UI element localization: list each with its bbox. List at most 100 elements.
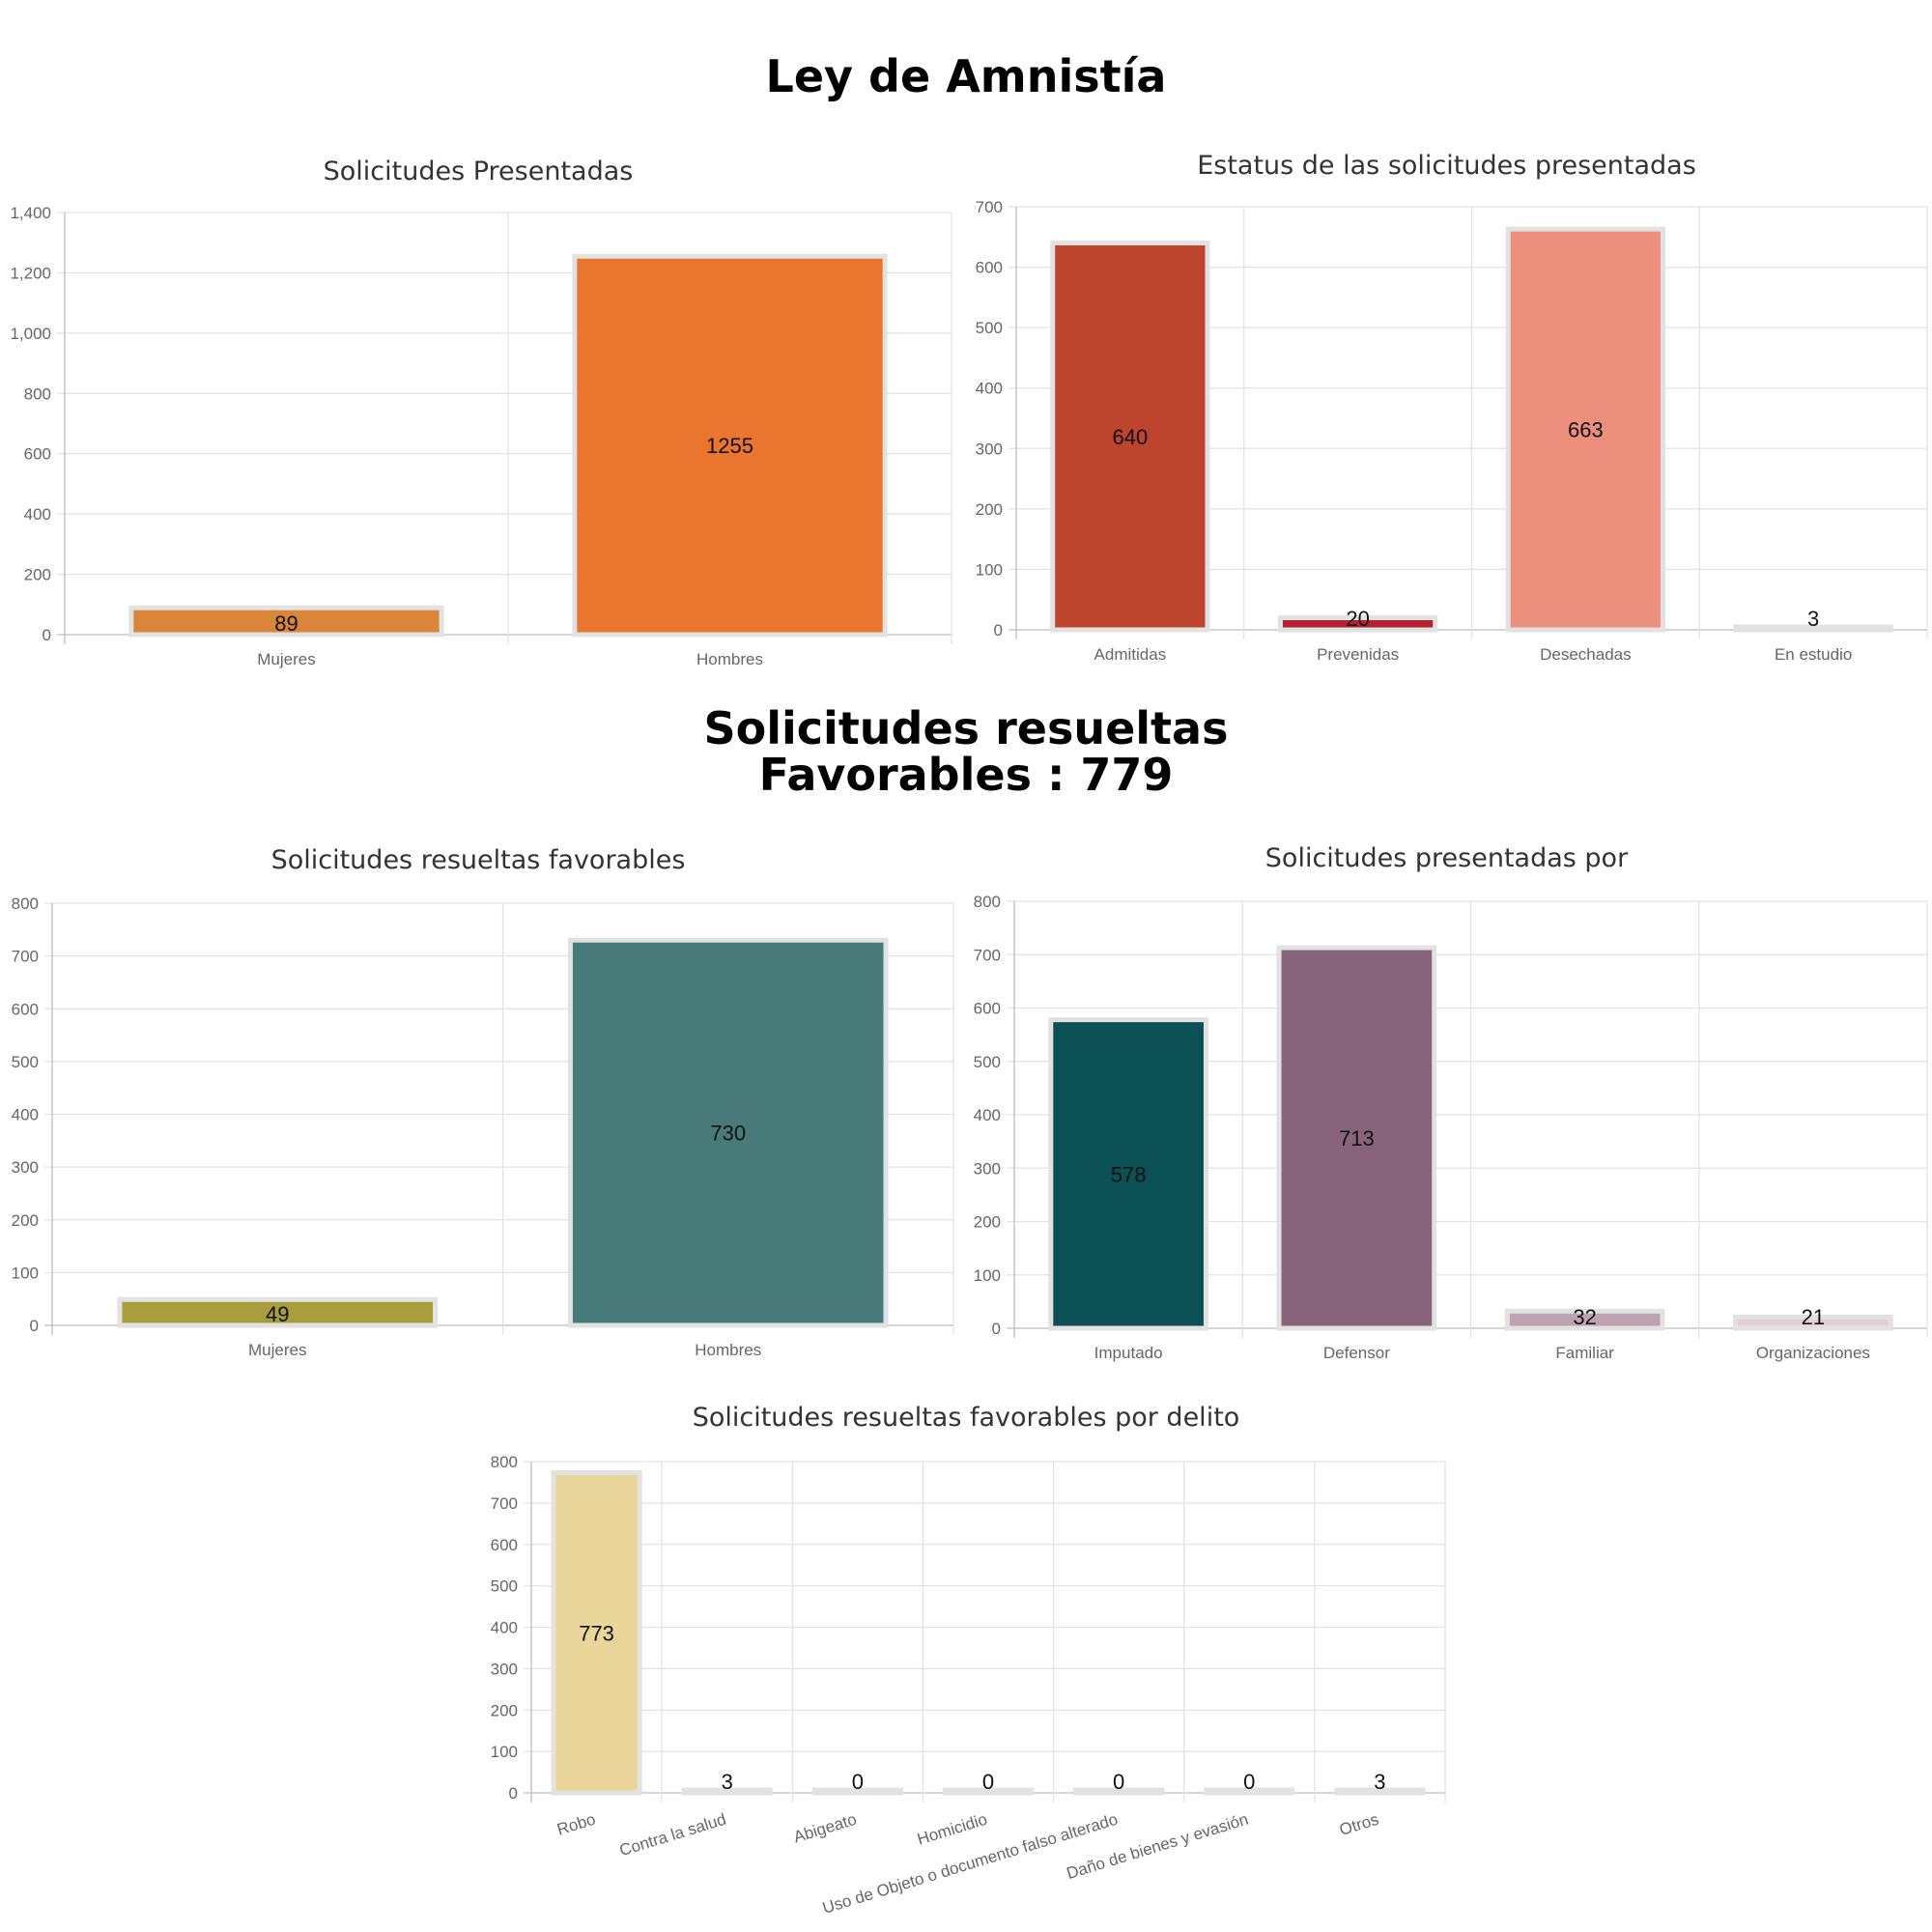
y-tick-label: 200 [12,1211,39,1230]
data-label: 730 [710,1122,746,1146]
data-label: 21 [1802,1305,1825,1329]
chart-title: Solicitudes resueltas favorables por del… [692,1403,1240,1433]
y-tick-label: 100 [491,1743,518,1761]
y-tick-label: 700 [491,1494,518,1513]
y-tick-label: 300 [976,440,1003,458]
chart-estatus-solicitudes: Estatus de las solicitudes presentadas 0… [961,145,1932,686]
bar [1733,1314,1893,1331]
bar [1334,1787,1426,1796]
data-label: 773 [579,1621,614,1645]
y-tick-label: 0 [509,1784,518,1803]
data-label: 3 [1807,607,1819,631]
bar [1733,624,1893,633]
data-label: 0 [1243,1770,1255,1794]
bar [942,1787,1035,1796]
data-label: 1255 [706,434,753,458]
y-tick-label: 800 [12,895,39,913]
section-title-line1: Solicitudes resueltas [703,702,1229,754]
data-label: 0 [852,1770,864,1794]
data-label: 49 [266,1302,289,1326]
y-tick-label: 400 [976,380,1003,398]
y-tick-label: 1,400 [10,204,51,222]
data-label: 640 [1113,425,1149,449]
y-tick-label: 0 [30,1317,39,1335]
bar [1048,1017,1208,1331]
bar [1505,226,1666,633]
y-tick-label: 200 [974,1213,1001,1232]
data-label: 663 [1568,418,1604,442]
y-tick-label: 700 [12,948,39,966]
x-tick-label: Hombres [695,1341,761,1359]
chart-resueltas-favorables: Solicitudes resueltas favorables 0 100 200… [0,836,956,1372]
y-tick-label: 600 [491,1536,518,1554]
y-tick-label: 400 [491,1619,518,1637]
y-tick-label: 600 [24,445,51,464]
y-tick-label: 200 [491,1701,518,1719]
x-tick-label: Imputado [1094,1344,1163,1362]
data-label: 0 [982,1770,994,1794]
y-tick-label: 400 [12,1106,39,1124]
y-tick-label: 500 [976,319,1003,337]
chart-svg: 0 100 200 300 400 500 600 700 640 Admitidas 20 Prev… [976,198,1928,664]
y-tick-label: 1,200 [10,264,51,282]
x-tick-label: Mujeres [248,1341,306,1359]
page-title: Ley de Amnistía [765,50,1167,102]
data-label: 713 [1339,1126,1375,1151]
chart-title: Solicitudes Presentadas [323,156,634,186]
bar [811,1787,903,1796]
section-title-line2: Favorables : 779 [758,749,1174,801]
x-tick-label: Mujeres [257,650,315,668]
y-tick-label: 600 [976,259,1003,277]
x-tick-label: Familiar [1555,1344,1614,1362]
bar [128,605,444,638]
y-tick-label: 800 [974,893,1001,911]
x-tick-label: Defensor [1323,1344,1390,1362]
x-tick-label: Robo [554,1810,597,1839]
x-tick-label: Desechadas [1540,645,1632,664]
data-label: 0 [1113,1770,1124,1794]
y-tick-label: 800 [491,1453,518,1471]
x-tick-label: Prevenidas [1317,645,1399,664]
y-tick-label: 100 [12,1264,39,1282]
chart-title: Estatus de las solicitudes presentadas [1197,151,1696,181]
chart-title: Solicitudes resueltas favorables [270,845,686,875]
x-tick-label: Contra la salud [617,1810,728,1861]
bar [1277,614,1438,633]
bar [681,1787,773,1796]
y-tick-label: 600 [12,1000,39,1018]
data-label: 32 [1573,1305,1596,1329]
chart-svg: 0 200 400 600 800 1,000 1,200 1,400 89 Mujeres 125… [10,204,952,668]
y-tick-label: 300 [491,1660,518,1678]
y-tick-label: 700 [976,198,1003,216]
y-tick-label: 600 [974,1000,1001,1018]
bar [117,1296,439,1328]
y-tick-label: 500 [491,1577,518,1596]
y-tick-label: 700 [974,946,1001,964]
y-tick-label: 500 [12,1053,39,1071]
bar [1050,241,1210,633]
chart-svg: 0 100 200 300 400 500 600 700 800 49 Mujeres 730 Hom… [12,895,954,1359]
chart-svg: 0 100 200 300 400 500 600 700 800 578 Imputado 713 D… [974,893,1928,1362]
data-label: 89 [274,611,298,636]
y-tick-label: 100 [976,560,1003,579]
chart-presentadas-por: Solicitudes presentadas por 0 100 200 300 40… [961,836,1932,1372]
data-label: 3 [1374,1770,1385,1794]
section-title: Solicitudes resueltas Favorables : 779 [0,705,1932,798]
y-tick-label: 800 [24,384,51,403]
y-tick-label: 100 [974,1266,1001,1285]
x-tick-label: En estudio [1775,645,1852,664]
y-tick-label: 500 [974,1053,1001,1071]
y-tick-label: 400 [24,505,51,524]
bar [1276,945,1437,1331]
y-tick-label: 0 [992,1320,1001,1338]
x-tick-label: Admitidas [1094,645,1167,664]
data-label: 20 [1346,607,1369,631]
bar [572,253,888,638]
x-tick-label: Otros [1337,1810,1380,1839]
data-label: 578 [1111,1162,1147,1186]
chart-title: Solicitudes presentadas por [1264,843,1629,873]
y-tick-label: 200 [976,500,1003,519]
chart-solicitudes-presentadas: Solicitudes Presentadas 0 200 400 600 800 1,0… [0,145,956,686]
data-label: 3 [722,1770,733,1794]
y-tick-label: 200 [24,566,51,584]
